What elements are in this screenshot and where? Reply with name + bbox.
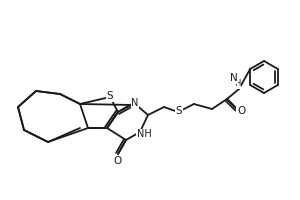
Text: O: O	[237, 106, 245, 116]
Text: O: O	[114, 156, 122, 166]
Text: N: N	[230, 73, 238, 83]
Text: NH: NH	[136, 129, 152, 139]
Text: H: H	[234, 79, 240, 88]
Text: N: N	[131, 98, 139, 108]
Text: S: S	[107, 91, 113, 101]
Text: S: S	[176, 106, 182, 116]
